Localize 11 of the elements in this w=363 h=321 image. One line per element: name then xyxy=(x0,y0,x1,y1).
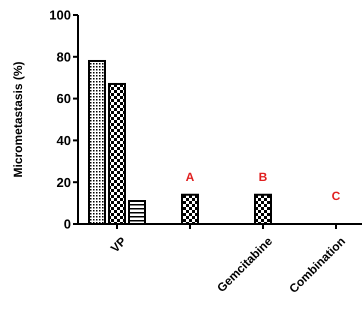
y-tick-label: 0 xyxy=(64,216,71,232)
annotation: A xyxy=(186,170,195,184)
y-tick-label: 20 xyxy=(56,174,71,190)
x-tick-label: VP xyxy=(108,234,130,256)
y-tick-label: 40 xyxy=(56,132,71,148)
y-tick-label: 100 xyxy=(49,8,71,23)
annotation: C xyxy=(332,189,341,204)
y-tick-label: 60 xyxy=(56,91,71,106)
y-tick-label: 80 xyxy=(56,49,71,64)
annotation: B xyxy=(258,170,268,184)
y-axis-title: Micrometastasis (%) xyxy=(11,61,25,178)
